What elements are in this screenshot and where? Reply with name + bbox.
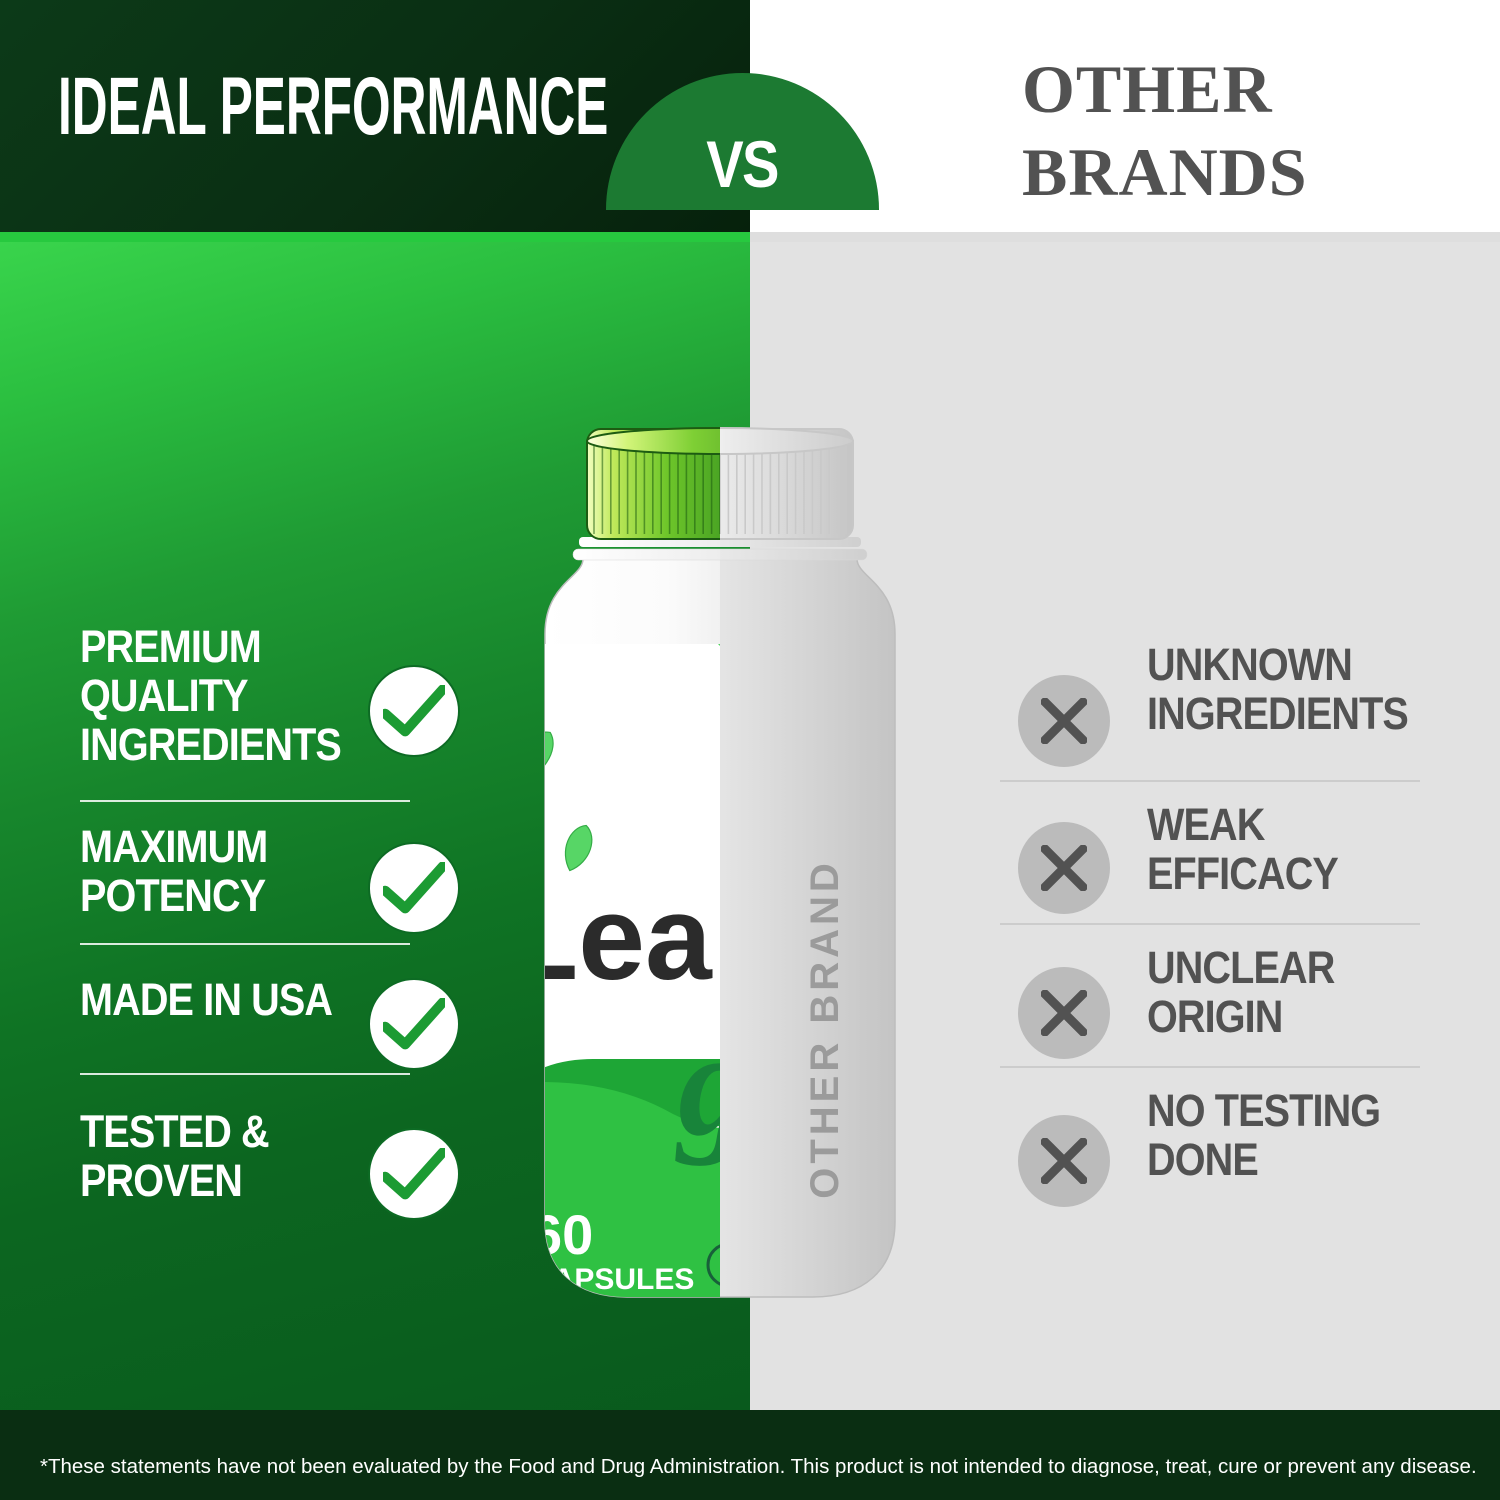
svg-text:Lea: Lea — [505, 871, 713, 1005]
svg-text:OTHER BRAND: OTHER BRAND — [803, 859, 847, 1199]
svg-text:CAPSULES: CAPSULES — [531, 1263, 694, 1296]
svg-text:60: 60 — [531, 1203, 593, 1266]
